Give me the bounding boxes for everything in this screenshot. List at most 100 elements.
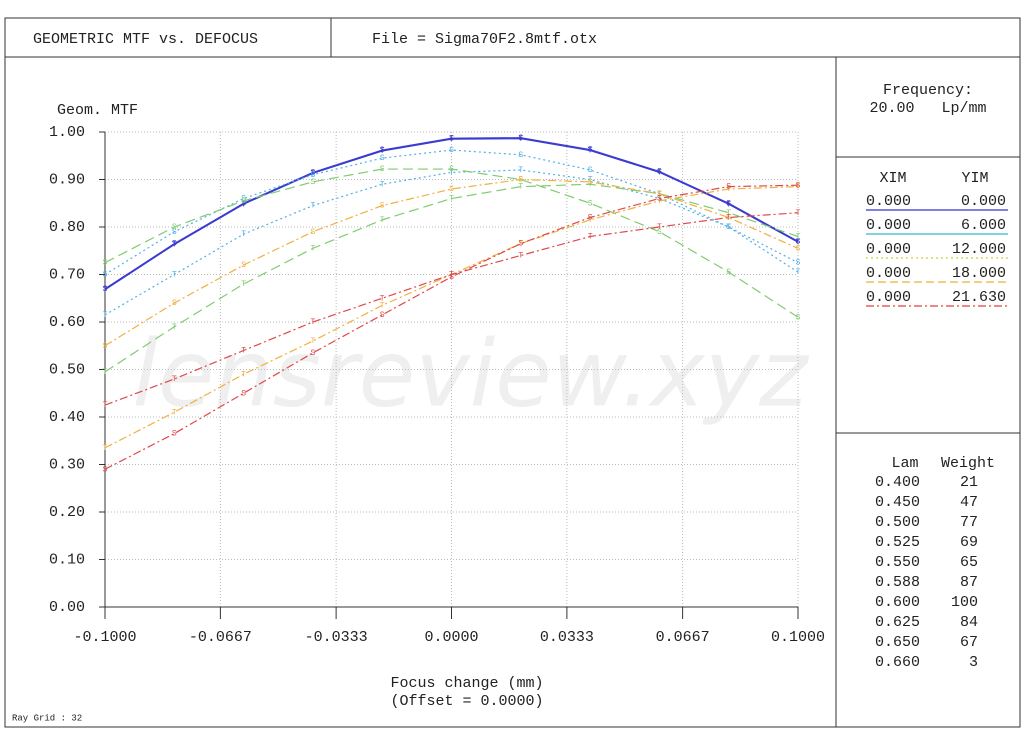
wave-lambda: 0.588 [875,574,920,591]
curve-marker: T [796,183,801,192]
field-header: YIM [961,170,988,187]
curve-marker: T [449,271,454,280]
frequency-value: 20.00 Lp/mm [869,100,986,117]
mtf-curve [104,212,799,406]
curve-marker: S [657,190,662,199]
curve-marker: S [103,465,108,474]
curve-marker: T [172,241,177,250]
curve-marker: S [726,183,731,192]
curve-marker: S [726,214,731,223]
curve-marker: T [241,230,246,239]
y-tick-label: 0.40 [49,409,85,426]
curve-marker: T [588,147,593,156]
x-tick-label: -0.0667 [189,629,252,646]
curve-marker: T [796,233,801,242]
field-yim: 21.630 [952,289,1006,306]
curve-marker: T [380,216,385,225]
curve-marker: S [380,165,385,174]
mtf-curve [104,184,799,470]
curve-marker: S [726,268,731,277]
curve-marker: S [657,228,662,237]
mtf-curve [104,178,799,347]
curve-marker: S [796,313,801,322]
curve-marker: S [796,259,801,268]
wave-lambda: 0.525 [875,534,920,551]
wave-weight: 47 [960,494,978,511]
curve-marker: S [796,244,801,253]
curve-marker: T [172,271,177,280]
field-yim: 18.000 [952,265,1006,282]
wave-weight: 21 [960,474,978,491]
frame [4,17,1021,728]
mtf-curve [104,137,799,290]
wave-lambda: 0.450 [875,494,920,511]
wave-header: Lam [891,455,918,472]
curve-marker: S [172,430,177,439]
curve-marker: S [241,261,246,270]
mtf-curve [104,183,799,373]
y-tick-label: 0.80 [49,219,85,236]
mtf-curve [104,168,799,318]
curve-marker: T [241,347,246,356]
wave-weight: 69 [960,534,978,551]
curve-marker: S [518,176,523,185]
curve-marker: T [518,183,523,192]
y-tick-label: 0.50 [49,361,85,378]
curve-marker: T [518,166,523,175]
curve-marker: T [449,168,454,177]
y-tick-label: 0.30 [49,456,85,473]
curve-marker: T [796,238,801,247]
curve-marker: T [103,311,108,320]
curve-marker: S [518,240,523,249]
curve-marker: S [449,165,454,174]
x-tick-label: 0.0000 [424,629,478,646]
curve-marker: S [310,178,315,187]
curve-marker: T [103,286,108,295]
curve-marker: T [796,268,801,277]
curve-marker: T [518,240,523,249]
curve-marker: T [726,223,731,232]
curve-marker: T [588,180,593,189]
wave-weight: 65 [960,554,978,571]
curve-marker: S [449,146,454,155]
curve-marker: S [103,259,108,268]
field-yim: 6.000 [961,217,1006,234]
curve-marker: S [241,389,246,398]
y-tick-label: 0.70 [49,266,85,283]
x-axis-label: Focus change (mm) [390,675,543,692]
curve-marker: S [103,271,108,280]
curve-marker: T [380,180,385,189]
curve-marker: S [518,151,523,160]
field-xim: 0.000 [866,265,911,282]
wave-lambda: 0.550 [875,554,920,571]
curve-marker: S [380,202,385,211]
frequency-label: Frequency: [883,82,973,99]
curve-marker: S [449,273,454,282]
wave-weight: 67 [960,634,978,651]
curve-marker: S [726,223,731,232]
y-tick-label: 0.90 [49,171,85,188]
curve-marker: S [380,154,385,163]
curve-marker: T [657,223,662,232]
field-yim: 0.000 [961,193,1006,210]
curve-marker: S [588,199,593,208]
header-title: GEOMETRIC MTF vs. DEFOCUS [33,31,258,48]
field-xim: 0.000 [866,193,911,210]
curve-marker: T [172,323,177,332]
x-tick-label: 0.0667 [656,629,710,646]
wave-weight: 77 [960,514,978,531]
curve-marker: S [241,195,246,204]
curve-marker: S [310,171,315,180]
curve-marker: T [726,209,731,218]
field-xim: 0.000 [866,289,911,306]
field-header: XIM [879,170,906,187]
wave-lambda: 0.660 [875,654,920,671]
watermark: lensreview.xyz [132,320,809,427]
mtf-curve [104,149,799,276]
curve-marker: T [380,294,385,303]
y-tick-label: 0.00 [49,599,85,616]
curve-marker: T [726,185,731,194]
curve-marker: S [588,178,593,187]
y-tick-label: 0.10 [49,551,85,568]
